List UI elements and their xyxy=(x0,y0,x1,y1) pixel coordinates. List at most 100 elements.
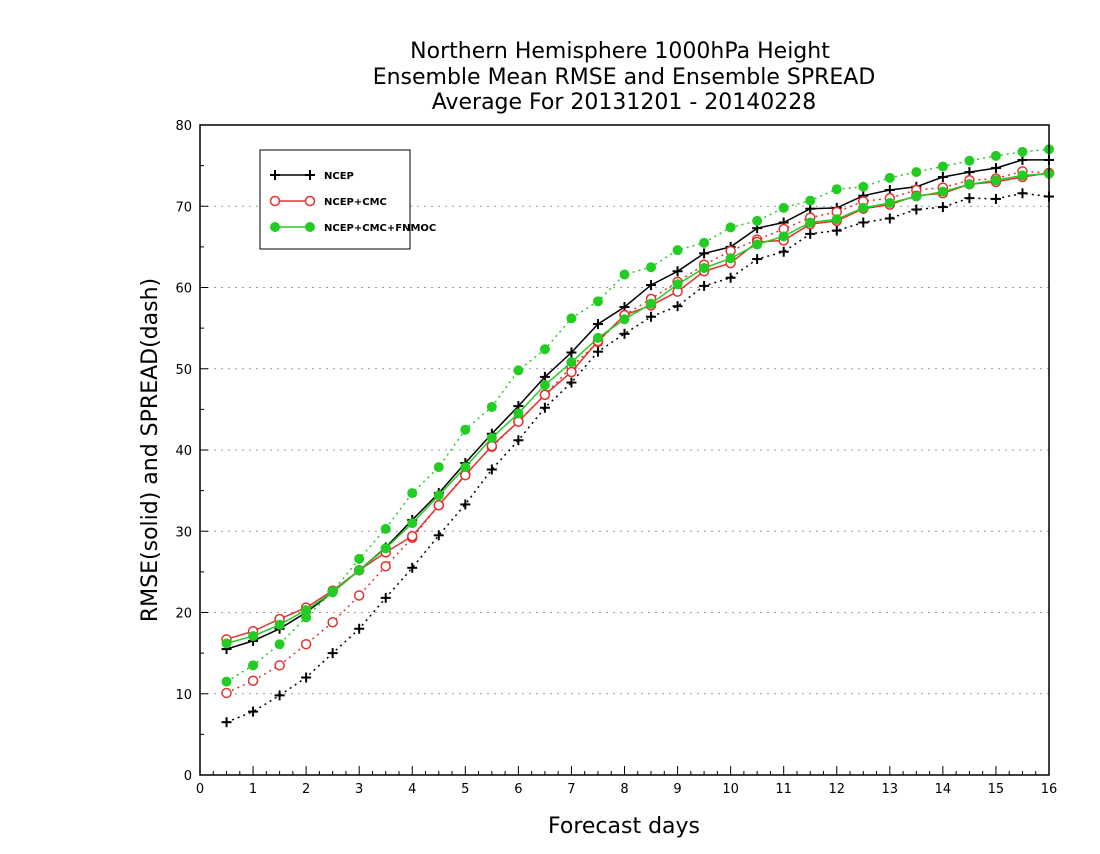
ncep-cmc-fnmoc-spread-point xyxy=(274,639,285,650)
ncep-rmse-point xyxy=(937,172,948,182)
ncep-cmc-fnmoc-spread-point xyxy=(858,181,869,192)
ncep-cmc-fnmoc-rmse-point xyxy=(831,214,842,225)
ncep-spread-point xyxy=(884,213,895,224)
chart-title: Northern Hemisphere 1000hPa Height Ensem… xyxy=(373,39,876,115)
y-axis-label: RMSE(solid) and SPREAD(dash) xyxy=(138,278,163,622)
ncep-cmc-fnmoc-rmse-point xyxy=(911,191,922,202)
ncep-cmc-fnmoc-spread-point xyxy=(460,424,471,435)
ncep-cmc-spread-point xyxy=(221,687,232,699)
ncep-spread-point xyxy=(301,672,312,683)
ncep-spread-point xyxy=(460,499,471,510)
ncep-spread-point xyxy=(1017,188,1028,199)
ncep-spread-point xyxy=(990,193,1001,204)
ncep-rmse-point xyxy=(566,347,577,358)
ncep-cmc-fnmoc-spread-point xyxy=(778,202,789,213)
x-tick-label: 13 xyxy=(882,782,899,797)
ncep-cmc-fnmoc-rmse-point xyxy=(407,518,418,529)
ncep-rmse-point xyxy=(646,280,657,291)
y-tick-label: 60 xyxy=(175,282,192,297)
ncep-spread-point xyxy=(752,254,763,265)
ncep-cmc-fnmoc-spread-point xyxy=(672,245,683,256)
y-tick-label: 10 xyxy=(175,688,192,703)
ncep-spread-point xyxy=(911,204,922,215)
ncep-spread-point xyxy=(672,301,683,312)
legend-box xyxy=(259,149,411,250)
x-tick-label: 3 xyxy=(355,782,363,797)
ncep-cmc-fnmoc-rmse-point xyxy=(380,543,391,554)
ncep-spread-point xyxy=(380,592,391,603)
ncep-rmse-point xyxy=(672,266,683,277)
ncep-spread-point xyxy=(407,562,418,573)
y-tick-label: 70 xyxy=(175,200,192,215)
ncep-spread-point xyxy=(699,280,710,291)
axes: 0 1 2 3 4 5 6 7 8 9 10 11 12 13 14 15 160102030405060708… xyxy=(175,119,1057,797)
series-ncep-cmc-fnmoc xyxy=(221,144,1054,687)
ncep-cmc-fnmoc-spread-point xyxy=(513,365,524,376)
ncep-rmse-point xyxy=(699,248,710,259)
legend-label-ncep-cmc: NCEP+CMC xyxy=(324,197,387,208)
ncep-cmc-fnmoc-rmse-point xyxy=(539,380,550,390)
ncep-cmc-spread-point xyxy=(247,675,259,686)
y-tick-label: 0 xyxy=(184,769,192,784)
ncep-spread-point xyxy=(221,717,232,728)
ncep-cmc-fnmoc-rmse-point xyxy=(619,314,630,325)
ncep-cmc-spread-point xyxy=(353,590,365,601)
ncep-cmc-spread-point xyxy=(300,638,312,650)
legend: NCEP NCEP+CMC NCEP+CMC+FNMOC xyxy=(259,149,436,250)
x-tick-label: 5 xyxy=(461,782,469,797)
ncep-spread-line xyxy=(226,192,1050,723)
ncep-cmc-fnmoc-spread-point xyxy=(1017,146,1028,157)
ncep-cmc-fnmoc-rmse-point xyxy=(990,175,1001,186)
ncep-cmc-fnmoc-rmse-point xyxy=(646,298,657,309)
legend-marker-ncep-cmc xyxy=(304,195,316,207)
legend-marker-ncep xyxy=(270,170,280,180)
ncep-cmc-fnmoc-spread-point xyxy=(884,172,895,183)
ncep-cmc-fnmoc-rmse-point xyxy=(752,239,763,250)
y-tick-label: 40 xyxy=(175,444,192,459)
ncep-cmc-fnmoc-spread-point xyxy=(248,660,259,671)
ncep-spread-point xyxy=(858,217,869,228)
ncep-spread-point xyxy=(566,377,577,388)
ncep-rmse-point xyxy=(592,319,603,330)
ncep-cmc-fnmoc-spread-point xyxy=(486,401,497,412)
ncep-spread-point xyxy=(433,530,444,541)
x-tick-label: 15 xyxy=(988,782,1005,797)
ncep-cmc-fnmoc-spread-point xyxy=(831,184,842,195)
y-tick-label: 20 xyxy=(175,607,192,622)
ncep-cmc-fnmoc-rmse-point xyxy=(937,186,948,197)
ncep-cmc-fnmoc-rmse-point xyxy=(778,231,789,242)
legend-label-ncep-cmc-fnmoc: NCEP+CMC+FNMOC xyxy=(324,223,436,234)
x-tick-label: 4 xyxy=(408,782,416,797)
ncep-cmc-fnmoc-rmse-point xyxy=(858,202,869,213)
series-layer xyxy=(221,144,1055,728)
x-tick-label: 14 xyxy=(935,782,952,797)
ncep-cmc-fnmoc-spread-point xyxy=(725,222,736,233)
ncep-spread-point xyxy=(937,202,948,213)
ncep-cmc-fnmoc-spread-point xyxy=(380,523,391,534)
ncep-cmc-spread-point xyxy=(380,560,391,572)
ncep-cmc-fnmoc-rmse-point xyxy=(513,408,524,419)
ncep-spread-point xyxy=(354,623,365,634)
ncep-cmc-fnmoc-rmse-point xyxy=(964,179,975,190)
ncep-cmc-fnmoc-spread-point xyxy=(407,488,418,499)
ncep-cmc-fnmoc-spread-point xyxy=(699,237,710,248)
ncep-cmc-fnmoc-rmse-point xyxy=(672,279,683,290)
ncep-cmc-fnmoc-rmse-point xyxy=(1017,170,1028,181)
x-axis-label: Forecast days xyxy=(548,814,700,839)
x-tick-label: 10 xyxy=(722,782,739,797)
ncep-cmc-fnmoc-rmse-point xyxy=(248,631,259,642)
ncep-spread-point xyxy=(619,328,630,339)
legend-label-ncep: NCEP xyxy=(324,171,354,182)
ncep-spread-point xyxy=(486,464,497,475)
ncep-cmc-fnmoc-spread-point xyxy=(805,195,816,206)
y-tick-label: 50 xyxy=(175,363,192,378)
legend-marker-ncep xyxy=(305,170,315,180)
ncep-cmc-rmse-point xyxy=(566,366,577,378)
legend-marker-ncep-cmc xyxy=(269,195,281,207)
x-tick-label: 1 xyxy=(249,782,257,797)
ncep-cmc-spread-line xyxy=(226,170,1050,694)
ncep-cmc-rmse-point xyxy=(433,500,445,511)
legend-marker-ncep-cmc-fnmoc xyxy=(305,222,315,232)
